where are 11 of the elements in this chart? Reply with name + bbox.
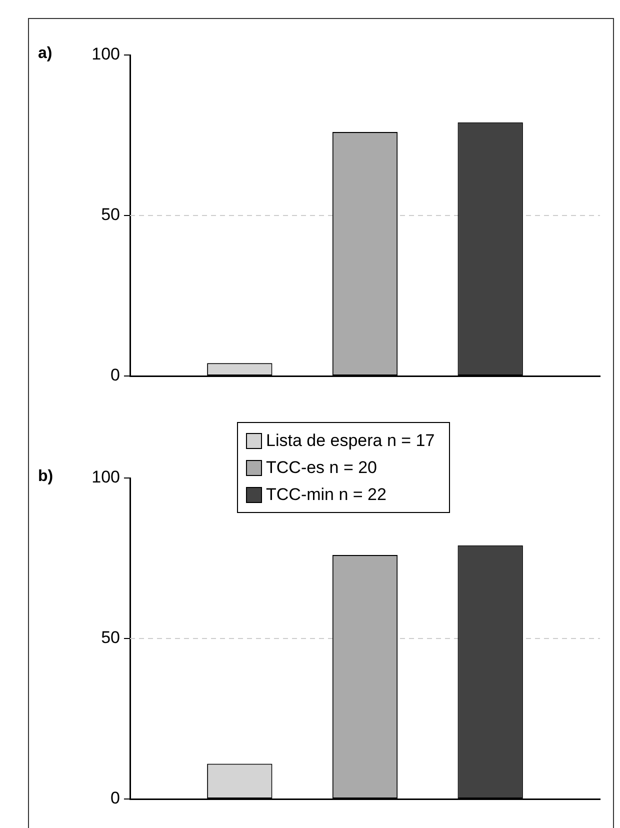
y-tick-label: 50 (101, 628, 120, 648)
chart-title: b) (38, 468, 54, 486)
y-tick-label: 0 (110, 366, 120, 385)
chart-title: a) (38, 45, 52, 63)
legend-label: TCC-min n = 22 (266, 484, 386, 504)
y-tick-label: 0 (110, 788, 120, 808)
y-tick-label: 100 (92, 468, 120, 487)
y-tick-label: 100 (92, 44, 120, 64)
y-tick-label: 50 (101, 205, 120, 224)
legend-label: TCC-es n = 20 (266, 458, 378, 478)
legend-label: Lista de espera n = 17 (266, 430, 435, 450)
